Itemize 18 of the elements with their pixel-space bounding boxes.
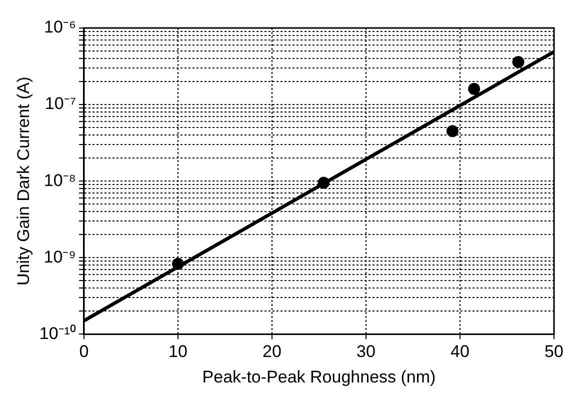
y-tick-label: 10⁻¹⁰ [39, 324, 76, 343]
y-tick-label: 10⁻⁹ [44, 247, 76, 266]
point [318, 176, 330, 189]
x-tick-label: 40 [450, 342, 470, 362]
y-tick-label: 10⁻⁶ [44, 18, 76, 37]
y-axis-title: Unity Gain Dark Current (A) [14, 76, 33, 286]
x-tick-label: 20 [262, 342, 282, 362]
x-tick-label: 30 [356, 342, 376, 362]
point [172, 258, 184, 270]
x-axis-title: Peak-to-Peak Roughness (nm) [202, 367, 436, 386]
point [512, 56, 524, 68]
y-tick-label: 10⁻⁸ [44, 170, 76, 190]
point [468, 82, 480, 95]
x-tick-label: 50 [544, 342, 564, 362]
point [446, 125, 458, 138]
x-tick-label: 10 [168, 342, 188, 362]
x-tick-label: 0 [79, 342, 89, 362]
y-tick-label: 10⁻⁷ [44, 94, 76, 114]
